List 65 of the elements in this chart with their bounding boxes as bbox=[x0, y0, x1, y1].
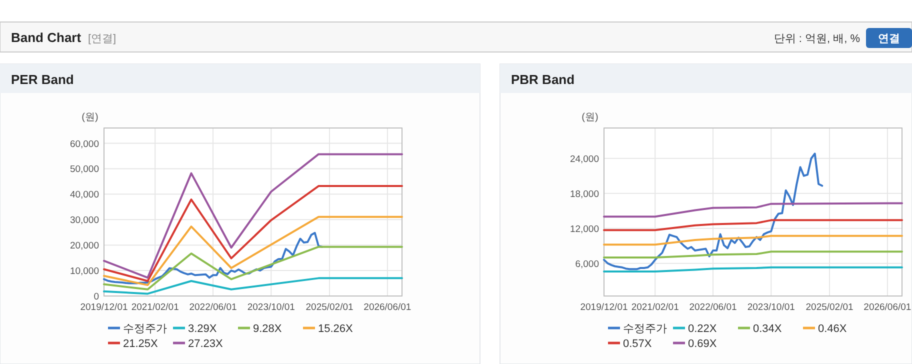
x-tick-label: 2021/02/01 bbox=[131, 302, 179, 313]
line-series bbox=[103, 216, 403, 286]
y-tick-label: 0 bbox=[94, 292, 99, 302]
line-series bbox=[103, 277, 403, 295]
x-tick-label: 2023/10/01 bbox=[247, 302, 295, 313]
legend-label: 0.69X bbox=[688, 338, 718, 350]
legend-label: 0.22X bbox=[688, 323, 718, 335]
line-series bbox=[103, 232, 324, 284]
y-tick-label: 50,000 bbox=[70, 164, 99, 176]
line-series bbox=[103, 185, 403, 282]
y-axis-title: (원) bbox=[582, 112, 598, 123]
legend-label: 21.25X bbox=[123, 338, 159, 350]
y-tick-label: 6,000 bbox=[575, 258, 599, 270]
y-tick-label: 60,000 bbox=[70, 138, 99, 150]
legend-item: 0.34X bbox=[738, 323, 782, 335]
legend-item: 27.23X bbox=[173, 338, 223, 350]
y-tick-label: 24,000 bbox=[570, 154, 599, 165]
x-tick-label: 2025/02/01 bbox=[306, 302, 354, 313]
line-series bbox=[603, 152, 824, 270]
legend-item: 0.46X bbox=[803, 323, 847, 335]
legend-item: 0.57X bbox=[608, 338, 652, 350]
x-tick-label: 2019/12/01 bbox=[80, 302, 128, 313]
line-series bbox=[603, 234, 903, 246]
legend-label: 0.57X bbox=[623, 338, 652, 350]
chart-title: PER Band bbox=[11, 72, 74, 87]
legend-label: 15.26X bbox=[318, 323, 354, 335]
button: 연결 bbox=[866, 28, 912, 48]
legend-label: 수정주가 bbox=[123, 323, 167, 335]
y-tick-label: 12,000 bbox=[570, 224, 599, 235]
legend-label: 27.23X bbox=[188, 338, 224, 350]
legend-label: 0.34X bbox=[753, 323, 782, 335]
x-tick-label: 2021/02/01 bbox=[631, 302, 679, 313]
y-tick-label: 40,000 bbox=[70, 190, 99, 201]
legend-item: 21.25X bbox=[108, 338, 158, 350]
text: Band Chart bbox=[11, 30, 82, 45]
x-tick-label: 2019/12/01 bbox=[580, 302, 628, 313]
legend-label: 0.46X bbox=[818, 323, 848, 335]
legend-item: 9.28X bbox=[238, 323, 282, 335]
y-tick-label: 30,000 bbox=[70, 215, 99, 226]
x-tick-label: 2026/06/01 bbox=[364, 302, 412, 313]
x-tick-label: 2025/02/01 bbox=[806, 302, 854, 313]
legend-item: 수정주가 bbox=[608, 323, 667, 335]
legend-label: 수정주가 bbox=[623, 323, 667, 335]
legend-item: 수정주가 bbox=[108, 323, 167, 335]
chart-title: PBR Band bbox=[511, 72, 575, 87]
y-tick-label: 18,000 bbox=[570, 188, 599, 200]
text: 단위 : 억원, 배, % bbox=[774, 33, 860, 45]
legend-item: 3.29X bbox=[173, 323, 217, 335]
legend-label: 3.29X bbox=[188, 323, 218, 335]
x-tick-label: 2023/10/01 bbox=[747, 302, 795, 313]
x-tick-label: 2022/06/01 bbox=[689, 302, 737, 313]
text: [연결] bbox=[88, 33, 116, 45]
legend-item: 0.22X bbox=[673, 323, 717, 335]
legend-item: 15.26X bbox=[303, 323, 353, 335]
line-series bbox=[603, 219, 903, 232]
y-tick-label: 20,000 bbox=[70, 240, 99, 252]
y-axis-title: (원) bbox=[82, 112, 98, 123]
legend-item: 0.69X bbox=[673, 338, 717, 350]
line-series bbox=[603, 202, 903, 218]
line-series bbox=[103, 153, 403, 279]
y-tick-label: 10,000 bbox=[70, 266, 99, 278]
x-tick-label: 2026/06/01 bbox=[864, 302, 912, 313]
legend-label: 9.28X bbox=[253, 323, 282, 335]
x-tick-label: 2022/06/01 bbox=[189, 302, 237, 313]
line-series bbox=[103, 246, 403, 290]
